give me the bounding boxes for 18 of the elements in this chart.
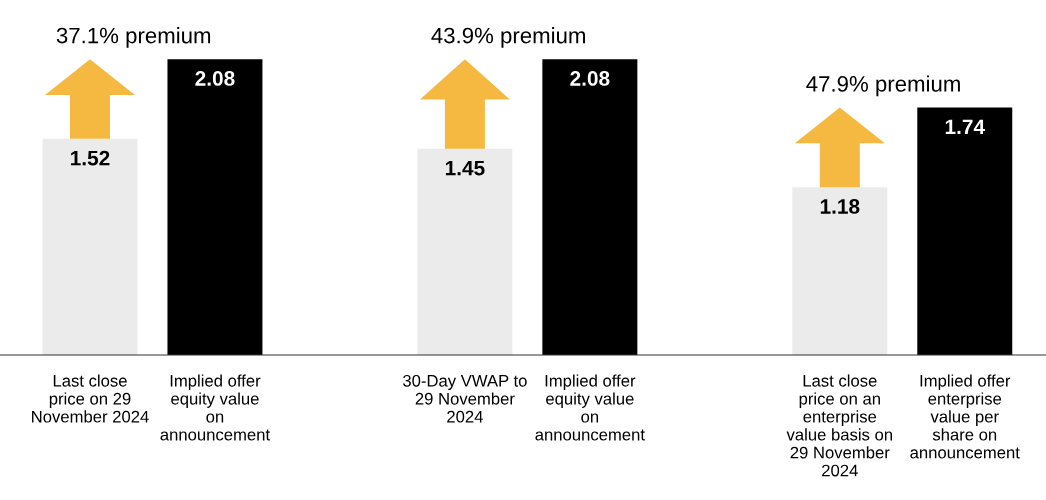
x-tick-label: Implied offer enterprise value per share on announcement xyxy=(910,374,1020,459)
annotation: 47.9% premium xyxy=(806,75,960,97)
data-label: 2.08 xyxy=(195,71,235,86)
text: 37.1% premium xyxy=(56,27,211,48)
data-label: 1.45 xyxy=(445,160,485,176)
data-label: 1.74 xyxy=(945,119,985,134)
data-label: 1.18 xyxy=(820,199,860,214)
x-tick-label: Implied offer equity value on announcement xyxy=(535,374,645,441)
data-label: 1.52 xyxy=(71,150,110,166)
x-tick-label: Last close price on an enterprise value basis on 29 November 2024 xyxy=(786,374,892,477)
x-tick-label: Implied offer equity value on announcement xyxy=(160,374,270,441)
bar xyxy=(542,59,638,355)
text: 43.9% premium xyxy=(431,27,585,48)
bar xyxy=(167,59,263,355)
x-tick-label: 30-Day VWAP to 29 November 2024 xyxy=(403,374,527,423)
data-label: 2.08 xyxy=(570,71,610,86)
x-tick-label: Last close price on 29 November 2024 xyxy=(32,374,149,423)
bar xyxy=(917,107,1013,355)
